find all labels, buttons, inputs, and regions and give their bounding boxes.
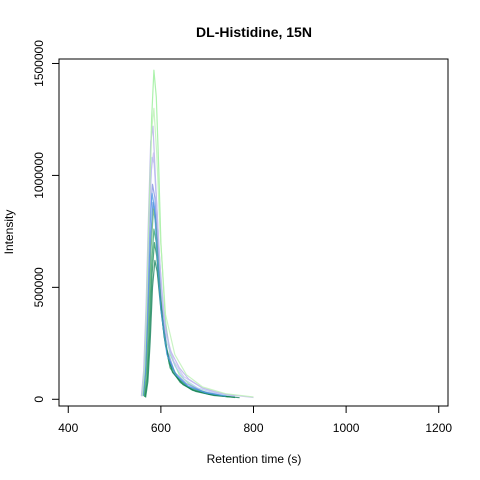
y-axis-title: Intensity [2, 210, 16, 255]
series-line-12 [141, 107, 254, 398]
series-layer [140, 69, 254, 399]
x-axis: 400 600 800 1000 1200 [58, 405, 452, 435]
x-tick-label-600: 600 [151, 421, 171, 435]
series-line-6 [143, 208, 229, 398]
y-tick-label-1500000: 1500000 [32, 40, 46, 87]
y-tick-label-0: 0 [32, 396, 46, 403]
x-tick-label-1000: 1000 [333, 421, 360, 435]
x-tick-label-400: 400 [58, 421, 78, 435]
series-line-10 [142, 192, 226, 397]
x-axis-title: Retention time (s) [207, 452, 302, 466]
x-tick-label-800: 800 [243, 421, 263, 435]
x-tick-label-1200: 1200 [425, 421, 452, 435]
y-axis: 0 500000 1000000 1500000 [32, 40, 60, 403]
y-tick-label-1000000: 1000000 [32, 152, 46, 199]
chart-title: DL-Histidine, 15N [196, 24, 312, 40]
plot-frame [58, 58, 449, 407]
y-tick-label-500000: 500000 [32, 267, 46, 307]
